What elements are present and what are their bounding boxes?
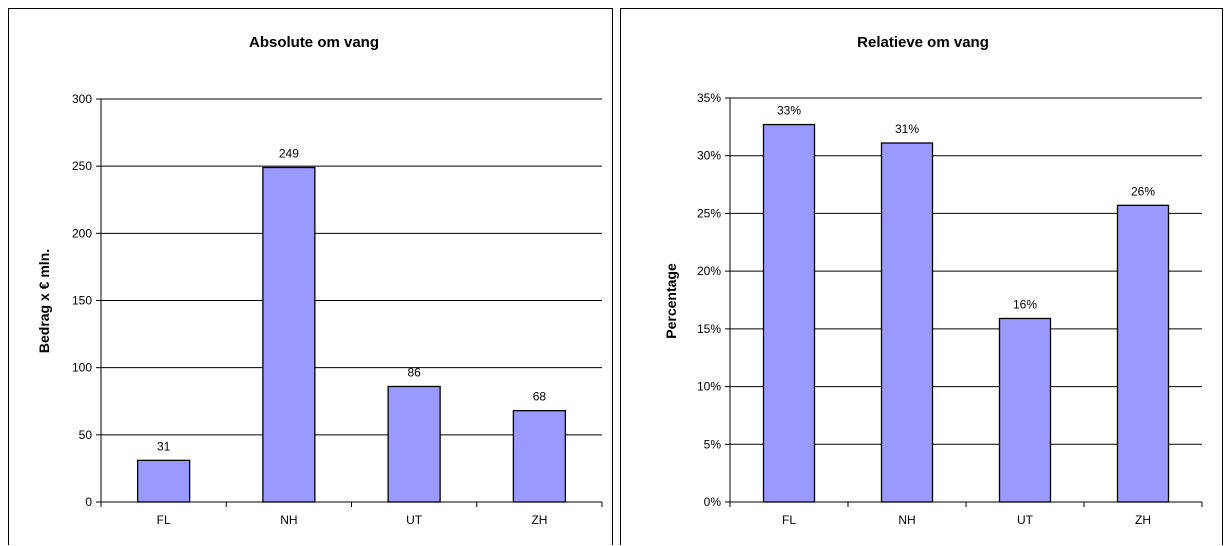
chart-absolute: Absolute om vang Bedrag x € mln. 0 50 100 150… bbox=[36, 34, 603, 527]
y-axis-label: Percentage bbox=[663, 263, 679, 339]
x-tick-label: UT bbox=[406, 513, 423, 527]
x-tick-label: ZH bbox=[1135, 513, 1151, 527]
chart-title: Relatieve om vang bbox=[857, 34, 989, 51]
data-label: 31% bbox=[895, 122, 919, 136]
y-tick-label: 0 bbox=[85, 495, 92, 509]
bar-ut bbox=[387, 385, 441, 503]
x-tick-label: NH bbox=[280, 513, 297, 527]
y-tick-label: 20% bbox=[697, 264, 721, 278]
chart-panel-absolute: Absolute om vang Bedrag x € mln. 0 50 100 150… bbox=[8, 8, 613, 545]
chart-panel-relative: Relatieve om vang Percentage 0% 5% 10% 15% 20%… bbox=[620, 8, 1223, 545]
bar-zh bbox=[1116, 204, 1170, 503]
bar-zh bbox=[512, 410, 567, 503]
data-label: 68 bbox=[533, 390, 547, 404]
x-tick-label: FL bbox=[157, 513, 171, 527]
chart-title: Absolute om vang bbox=[249, 34, 379, 51]
data-label: 33% bbox=[777, 104, 801, 118]
y-tick-label: 100 bbox=[72, 361, 92, 375]
y-tick-label: 5% bbox=[704, 437, 722, 451]
data-label: 249 bbox=[279, 147, 299, 161]
y-tick-label: 15% bbox=[697, 322, 721, 336]
y-tick-label: 200 bbox=[72, 226, 92, 240]
y-tick-label: 250 bbox=[72, 159, 92, 173]
data-label: 16% bbox=[1013, 297, 1037, 311]
bar-fl bbox=[762, 123, 816, 503]
y-tick-label: 150 bbox=[72, 294, 92, 308]
bar-ut bbox=[998, 317, 1052, 503]
data-label: 86 bbox=[407, 365, 421, 379]
x-tick-label: ZH bbox=[531, 513, 547, 527]
bar-nh bbox=[262, 166, 316, 503]
y-tick-label: 0% bbox=[704, 495, 722, 509]
x-tick-label: FL bbox=[782, 513, 796, 527]
y-tick-label: 30% bbox=[697, 149, 721, 163]
y-tick-label: 10% bbox=[697, 380, 721, 394]
bar-nh bbox=[880, 142, 934, 503]
bar-fl bbox=[136, 459, 191, 503]
x-tick-label: UT bbox=[1017, 513, 1034, 527]
x-tick-label: NH bbox=[898, 513, 915, 527]
chart-relative: Relatieve om vang Percentage 0% 5% 10% 15% 20%… bbox=[663, 34, 1203, 527]
y-tick-label: 35% bbox=[697, 91, 721, 105]
y-tick-label: 300 bbox=[72, 92, 92, 106]
y-axis-label: Bedrag x € mln. bbox=[36, 249, 52, 353]
y-tick-label: 50 bbox=[79, 428, 93, 442]
data-label: 31 bbox=[157, 439, 171, 453]
data-label: 26% bbox=[1131, 184, 1155, 198]
y-tick-label: 25% bbox=[697, 206, 721, 220]
